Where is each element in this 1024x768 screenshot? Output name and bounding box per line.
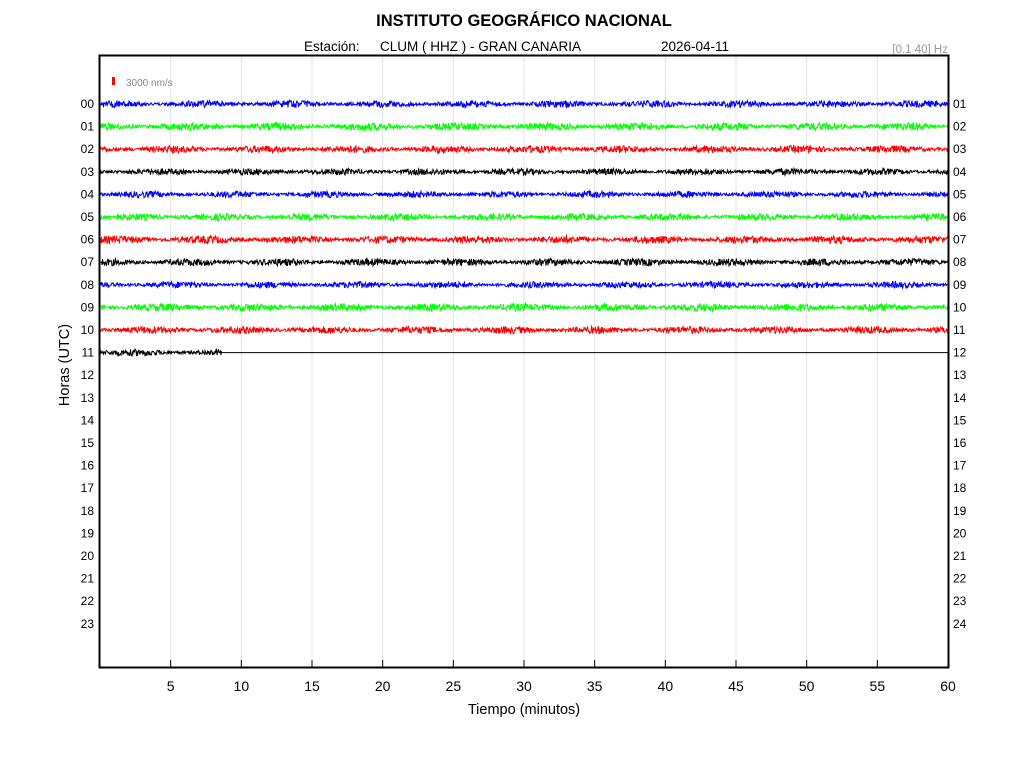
trace-hour-08 bbox=[99, 279, 949, 290]
hour-label-left: 18 bbox=[81, 504, 95, 518]
hour-label-right: 12 bbox=[953, 346, 967, 360]
x-tick-label: 30 bbox=[516, 678, 532, 694]
hour-label-left: 12 bbox=[81, 368, 95, 382]
hour-label-left: 16 bbox=[81, 459, 95, 473]
hour-label-right: 17 bbox=[953, 459, 967, 473]
hour-label-right: 21 bbox=[953, 549, 967, 563]
hour-label-right: 14 bbox=[953, 391, 967, 405]
hour-label-left: 00 bbox=[81, 97, 95, 111]
hour-label-left: 11 bbox=[82, 346, 95, 360]
hour-label-right: 02 bbox=[953, 120, 967, 134]
hour-label-left: 06 bbox=[81, 233, 95, 247]
trace-hour-07 bbox=[99, 256, 949, 268]
hour-label-right: 11 bbox=[953, 323, 966, 337]
x-tick-label: 35 bbox=[587, 678, 603, 694]
station-name: CLUM ( HHZ ) - GRAN CANARIA bbox=[380, 39, 581, 54]
x-tick-label: 10 bbox=[234, 678, 250, 694]
chart-title: INSTITUTO GEOGRÁFICO NACIONAL bbox=[376, 11, 672, 30]
x-tick-label: 5 bbox=[167, 678, 175, 694]
x-tick-label: 50 bbox=[799, 678, 815, 694]
hour-label-right: 22 bbox=[953, 572, 967, 586]
hour-label-right: 24 bbox=[953, 617, 967, 631]
hour-label-left: 13 bbox=[81, 391, 95, 405]
gridlines bbox=[170, 57, 878, 666]
hour-label-right: 09 bbox=[953, 278, 967, 292]
hour-label-left: 22 bbox=[81, 594, 95, 608]
hour-label-right: 04 bbox=[953, 165, 967, 179]
x-axis-label: Tiempo (minutos) bbox=[468, 702, 580, 718]
hour-label-right: 06 bbox=[953, 210, 967, 224]
hour-label-right: 08 bbox=[953, 255, 967, 269]
hour-label-left: 15 bbox=[81, 436, 95, 450]
x-tick-label: 45 bbox=[728, 678, 744, 694]
hour-label-right: 15 bbox=[953, 413, 967, 427]
trace-hour-06 bbox=[99, 233, 949, 245]
x-tick-label: 15 bbox=[304, 678, 320, 694]
hour-label-left: 10 bbox=[81, 323, 95, 337]
x-tick-label: 60 bbox=[940, 678, 956, 694]
hour-label-left: 23 bbox=[81, 617, 95, 631]
hour-label-right: 23 bbox=[953, 594, 967, 608]
hour-label-left: 20 bbox=[81, 549, 95, 563]
tick-group: 5 10 15 20 25 30 35 40 45 50 55 60 00 01 02 03 04 05 06 07 0… bbox=[81, 97, 967, 694]
filter-band-label: [0.1 40] Hz bbox=[892, 44, 948, 56]
station-prefix: Estación: bbox=[304, 39, 360, 54]
trace-hour-05 bbox=[99, 212, 949, 223]
hour-label-right: 03 bbox=[953, 142, 967, 156]
y-axis-label: Horas (UTC) bbox=[57, 324, 73, 406]
x-tick-label: 55 bbox=[870, 678, 886, 694]
x-tick-label: 40 bbox=[658, 678, 674, 694]
trace-hour-02 bbox=[99, 144, 949, 155]
hour-label-left: 01 bbox=[81, 120, 95, 134]
hour-label-left: 07 bbox=[81, 255, 95, 269]
hour-label-left: 09 bbox=[81, 300, 95, 314]
hour-label-left: 17 bbox=[81, 481, 95, 495]
hour-label-right: 13 bbox=[953, 368, 967, 382]
hour-label-right: 16 bbox=[953, 436, 967, 450]
hour-label-left: 08 bbox=[81, 278, 95, 292]
hour-label-right: 20 bbox=[953, 526, 967, 540]
hour-label-right: 10 bbox=[953, 300, 967, 314]
trace-hour-11 bbox=[99, 347, 222, 358]
hour-label-left: 03 bbox=[81, 165, 95, 179]
hour-label-right: 05 bbox=[953, 187, 967, 201]
trace-hour-04 bbox=[99, 189, 949, 200]
hour-label-left: 14 bbox=[81, 413, 95, 427]
scale-label: 3000 nm/s bbox=[126, 78, 173, 89]
hour-label-right: 19 bbox=[953, 504, 967, 518]
hour-label-left: 21 bbox=[81, 572, 95, 586]
trace-hour-09 bbox=[99, 301, 949, 313]
trace-hour-00 bbox=[99, 98, 949, 110]
trace-hour-03 bbox=[99, 166, 949, 177]
hour-label-left: 02 bbox=[81, 142, 95, 156]
hour-label-left: 05 bbox=[81, 210, 95, 224]
scale-bar bbox=[112, 77, 115, 85]
hour-label-left: 04 bbox=[81, 187, 95, 201]
trace-group bbox=[99, 98, 949, 358]
plot-frame bbox=[98, 54, 950, 669]
hour-label-right: 07 bbox=[953, 233, 967, 247]
trace-hour-01 bbox=[99, 121, 949, 133]
hour-label-left: 19 bbox=[81, 526, 95, 540]
x-tick-label: 20 bbox=[375, 678, 391, 694]
hour-label-right: 01 bbox=[953, 97, 967, 111]
trace-hour-10 bbox=[99, 324, 949, 336]
chart-date: 2026-04-11 bbox=[661, 39, 729, 54]
hour-label-right: 18 bbox=[953, 481, 967, 495]
x-tick-label: 25 bbox=[446, 678, 462, 694]
